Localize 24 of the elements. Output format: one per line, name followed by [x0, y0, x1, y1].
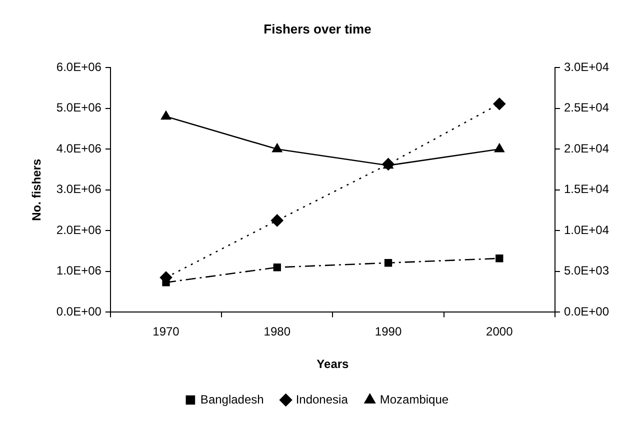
y2-tick-label: 1.0E+04	[564, 222, 610, 237]
legend-label: Mozambique	[380, 392, 449, 406]
y-tick-label: 4.0E+06	[56, 141, 102, 156]
x-tick-label: 2000	[486, 324, 514, 339]
y2-tick-label: 5.0E+03	[564, 264, 610, 278]
y2-tick-label: 2.5E+04	[564, 100, 610, 115]
y2-tick-label: 2.0E+04	[564, 141, 610, 156]
y2-tick-label: 0.0E+00	[564, 304, 610, 319]
x-tick-label: 1970	[152, 324, 180, 339]
y-tick-label: 6.0E+06	[56, 60, 102, 74]
y-tick-label: 5.0E+06	[56, 100, 102, 115]
y-tick-label: 2.0E+06	[56, 222, 102, 237]
legend-label: Indonesia	[296, 392, 348, 406]
x-tick-label: 1980	[264, 324, 291, 339]
y2-tick-label: 3.0E+04	[564, 60, 610, 74]
legend-label: Bangladesh	[200, 392, 264, 406]
y-tick-label: 3.0E+06	[56, 182, 102, 196]
x-axis-title: Years	[316, 357, 350, 372]
y2-tick-label: 1.5E+04	[564, 182, 610, 196]
y-tick-label: 1.0E+06	[56, 264, 102, 278]
y-tick-label: 0.0E+00	[56, 304, 102, 319]
y-axis-title: No. fishers	[30, 158, 44, 221]
x-tick-label: 1990	[374, 324, 402, 339]
chart-title: Fishers over time	[264, 21, 372, 36]
